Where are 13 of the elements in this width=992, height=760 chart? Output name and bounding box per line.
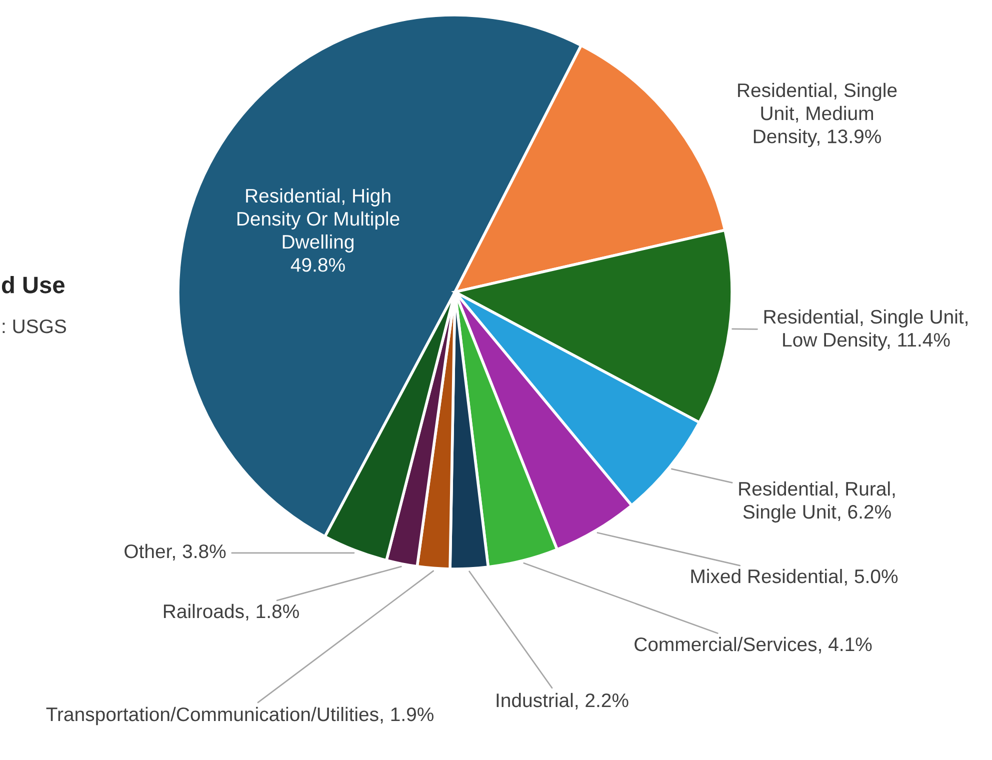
slice-label: Commercial/Services, 4.1% — [634, 636, 872, 654]
text: d Use — [2, 276, 64, 294]
slice-label: Mixed Residential, 5.0% — [691, 568, 898, 586]
slice-label: Residential, High Density Or Multiple Dwelling — [237, 188, 400, 253]
data-label: 49.8% — [290, 258, 345, 272]
text: : USGS — [2, 319, 66, 334]
slice-label: Residential, Rural, Single Unit, 6.2% — [739, 481, 895, 523]
slice-label: Industrial, 2.2% — [496, 692, 628, 710]
slice-label: Transportation/Communication/Utilities, 1.9% — [46, 706, 434, 726]
slice-label: Railroads, 1.8% — [164, 604, 299, 621]
slice-label: Residential, Single Unit, Low Density, 11.4% — [764, 309, 968, 351]
slice-label: Residential, Single Unit, Medium Density, 13.9% — [738, 82, 897, 148]
slice-label: Other, 3.8% — [124, 544, 226, 561]
